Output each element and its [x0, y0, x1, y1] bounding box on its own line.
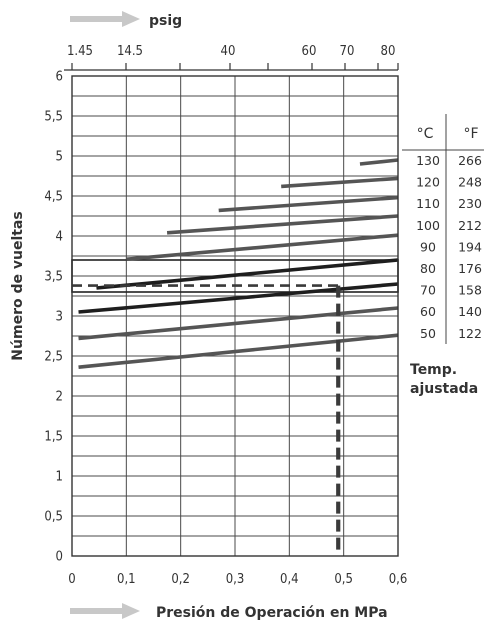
legend-temp-c: 50 [420, 326, 436, 341]
legend-header-c: °C [417, 126, 434, 142]
x-axis-title: Presión de Operación en MPa [156, 605, 388, 621]
legend-temp-f: 248 [458, 175, 482, 190]
legend-temp-c: 70 [420, 283, 436, 298]
legend-temp-c: 80 [420, 261, 436, 276]
y-tick-label: 5 [56, 150, 63, 165]
legend-temp-f: 122 [458, 326, 482, 341]
reference-lines [72, 284, 344, 556]
x-tick-label: 0,4 [280, 572, 299, 587]
y-tick-label: 4,5 [44, 190, 63, 205]
legend-temp-c: 130 [416, 153, 440, 168]
y-tick-label: 0 [56, 550, 63, 565]
grid [71, 75, 399, 557]
series-line-130c [359, 158, 399, 166]
y-tick-label: 3 [56, 310, 63, 325]
y-tick-label: 1,5 [44, 430, 63, 445]
plot-frame [71, 75, 399, 557]
y-tick-label: 6 [56, 70, 63, 85]
x-tick-label: 0 [68, 572, 75, 587]
legend-temp-c: 110 [416, 196, 440, 211]
axes: 0 0,5 1 1,5 2 2,5 3 3,5 4 4,5 5 5,5 6 0 0,1 0,2 0,3 0,4 0,… [44, 70, 407, 588]
y-tick-label: 2,5 [44, 350, 63, 365]
series-line-100c [166, 214, 399, 235]
top-arrow-icon [70, 11, 140, 27]
y-tick-label: 1 [56, 470, 63, 485]
x-tick-label: 0,3 [226, 572, 245, 587]
legend-temp-f: 212 [458, 218, 482, 233]
y-tick-label: 4 [56, 230, 63, 245]
legend-title-line2: ajustada [410, 381, 478, 397]
series [78, 158, 399, 369]
y-tick-label: 0,5 [44, 510, 63, 525]
legend-temp-c: 90 [420, 239, 436, 254]
top-axis: 1.45 14.5 40 60 70 80 psig [64, 11, 399, 71]
legend-temp-f: 158 [458, 283, 482, 298]
legend-temp-f: 176 [458, 261, 482, 276]
series-line-50c [78, 333, 399, 369]
legend-temp-c: 120 [416, 175, 440, 190]
legend-temp-c: 100 [416, 218, 440, 233]
top-tick-label: 14.5 [117, 44, 143, 59]
top-tick-label: 70 [340, 44, 355, 59]
y-tick-label: 5,5 [44, 110, 63, 125]
x-tick-label: 0,5 [334, 572, 353, 587]
legend-header-f: °F [463, 126, 478, 142]
legend-temp-c: 60 [420, 304, 436, 319]
legend-title-line1: Temp. [410, 362, 457, 378]
series-line-70c [78, 282, 399, 314]
legend-temp-f: 266 [458, 153, 482, 168]
y-axis-title: Número de vueltas [10, 211, 26, 360]
top-tick-label: 80 [381, 44, 396, 59]
legend: °C °F 130 266 120 248 110 230 100 212 90 194 80 176 70… [402, 114, 484, 397]
legend-temp-f: 194 [458, 239, 482, 254]
top-axis-title: psig [149, 13, 182, 29]
y-tick-label: 3,5 [44, 270, 63, 285]
legend-temp-f: 230 [458, 196, 482, 211]
axis-titles: Presión de Operación en MPa Número de vue… [10, 211, 388, 621]
y-tick-label: 2 [56, 390, 63, 405]
x-tick-label: 0,1 [117, 572, 136, 587]
top-tick-label: 40 [221, 44, 236, 59]
x-tick-label: 0,2 [171, 572, 190, 587]
series-line-80c [96, 258, 399, 290]
top-tick-label: 1.45 [67, 44, 93, 59]
legend-temp-f: 140 [458, 304, 482, 319]
x-tick-label: 0,6 [389, 572, 408, 587]
series-line-110c [218, 195, 399, 213]
series-line-60c [78, 306, 399, 341]
series-line-90c [126, 233, 399, 261]
bottom-arrow-icon [70, 603, 140, 619]
series-line-120c [281, 176, 399, 189]
top-tick-label: 60 [302, 44, 317, 59]
